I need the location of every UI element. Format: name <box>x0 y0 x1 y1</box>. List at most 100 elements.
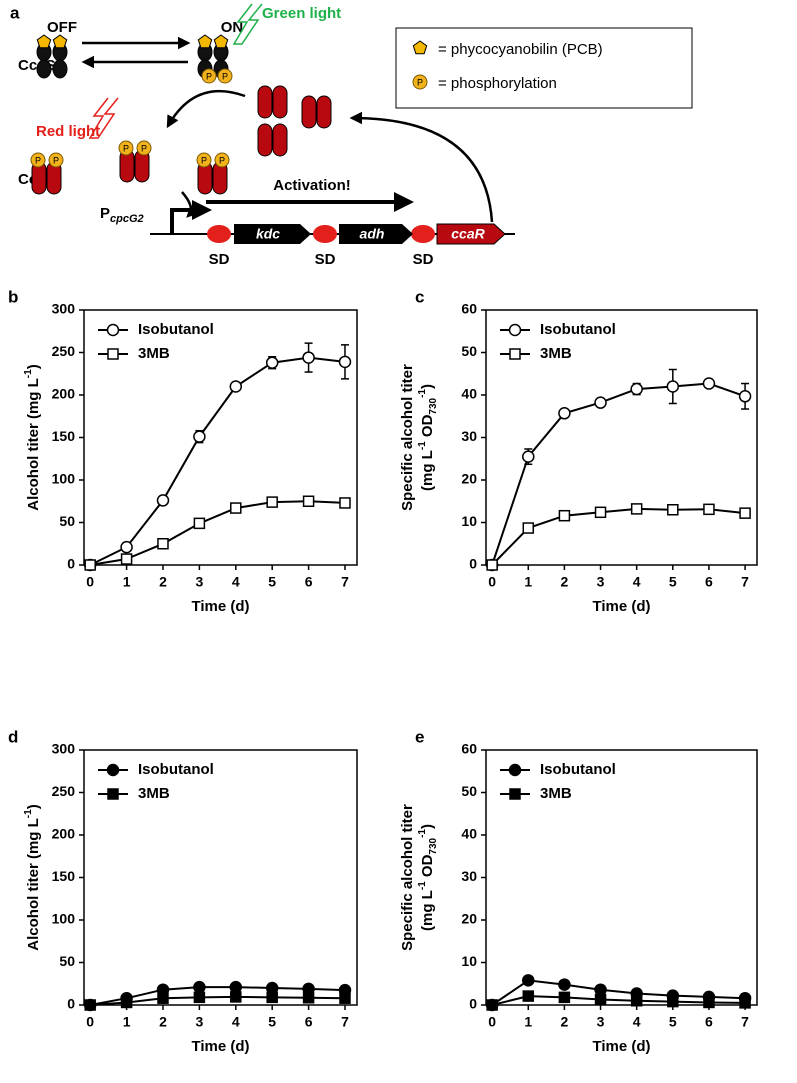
x-tick-label: 3 <box>597 574 605 590</box>
x-tick-label: 4 <box>232 1014 240 1030</box>
y-tick-label: 50 <box>59 953 75 969</box>
x-tick-label: 7 <box>741 574 749 590</box>
data-point <box>120 996 133 1009</box>
x-tick-label: 2 <box>561 1014 569 1030</box>
y-axis-label-part: ) <box>419 384 436 389</box>
y-tick-label: 60 <box>461 741 477 757</box>
y-axis-label-part: ) <box>25 364 42 369</box>
y-axis-label-part: ) <box>419 824 436 829</box>
legend-label: 3MB <box>138 345 170 362</box>
green-light-label: Green light <box>262 5 341 22</box>
x-tick-label: 3 <box>597 1014 605 1030</box>
ccar-monomer <box>257 123 273 157</box>
y-tick-label: 40 <box>461 386 477 402</box>
phospho-letter: P <box>123 143 129 153</box>
phospho-symbol <box>214 152 230 168</box>
x-tick-label: 5 <box>268 1014 276 1030</box>
data-point <box>120 553 133 565</box>
y-axis-label-part: ) <box>25 804 42 809</box>
y-axis-label: Alcohol titer (mg L-1) <box>23 364 42 510</box>
data-point <box>338 355 352 369</box>
x-tick-label: 1 <box>123 574 131 590</box>
x-tick-label: 6 <box>705 574 713 590</box>
phospho-letter: P <box>201 155 207 165</box>
gene-label: adh <box>360 226 385 242</box>
y-tick-label: 0 <box>67 556 75 572</box>
y-axis-label-part: -1 <box>23 809 34 818</box>
legend-label: Isobutanol <box>138 761 214 778</box>
data-point <box>230 991 242 1003</box>
series-line <box>90 500 346 566</box>
data-point <box>156 494 170 507</box>
data-point <box>703 503 715 516</box>
expression-arrow <box>349 111 494 223</box>
data-point <box>667 504 679 516</box>
phospho-symbol <box>30 152 46 168</box>
series-line <box>491 382 746 566</box>
plot-frame <box>83 309 358 566</box>
x-tick-label: 1 <box>123 1014 131 1030</box>
pcb-symbol <box>197 34 213 49</box>
plot-frame <box>485 749 758 1006</box>
ccar-monomer <box>316 95 332 129</box>
y-axis-label-part: Specific alcohol titer <box>399 804 416 951</box>
x-axis-label: Time (d) <box>191 598 249 615</box>
legend-marker <box>106 323 120 337</box>
data-point <box>157 992 169 1004</box>
sd-site <box>313 225 337 243</box>
y-axis-label: (mg L-1 OD730-1) <box>417 384 439 491</box>
y-tick-label: 40 <box>461 826 477 842</box>
promoter-subscript: cpcG2 <box>110 213 144 225</box>
y-axis-label-part: -1 <box>417 441 428 450</box>
y-axis-label-part: -1 <box>417 829 428 838</box>
phospho-letter: P <box>53 155 59 165</box>
y-axis-label-part: 730 <box>428 397 439 414</box>
ccar-monomer <box>257 85 273 119</box>
y-tick-label: 50 <box>461 343 477 359</box>
legend-marker <box>106 763 120 777</box>
y-tick-label: 200 <box>52 826 76 842</box>
x-tick-label: 1 <box>524 574 532 590</box>
y-tick-label: 300 <box>52 741 76 757</box>
data-point <box>739 997 751 1009</box>
y-axis-label-part: Specific alcohol titer <box>399 364 416 511</box>
y-tick-label: 20 <box>461 911 477 927</box>
diagram: a OFF ON CcaS Green light Red light CcaR… <box>10 3 693 268</box>
data-point <box>594 993 607 1006</box>
legend-marker <box>508 323 522 337</box>
gene-label: kdc <box>256 226 280 242</box>
promoter-label: PcpcG2 <box>100 205 144 225</box>
data-point <box>667 995 679 1008</box>
y-tick-label: 250 <box>52 343 76 359</box>
x-tick-label: 5 <box>669 574 677 590</box>
x-tick-label: 1 <box>524 1014 532 1030</box>
legend-marker <box>107 348 119 360</box>
ccar-monomer <box>272 123 288 157</box>
data-point <box>230 502 242 514</box>
phospho-symbol <box>201 68 217 84</box>
x-tick-label: 7 <box>741 1014 749 1030</box>
legend-label: Isobutanol <box>540 761 616 778</box>
phospho-letter: P <box>222 71 228 81</box>
panel-label: c <box>415 287 424 306</box>
y-tick-label: 0 <box>469 996 477 1012</box>
phospho-symbol <box>196 152 212 168</box>
legend-marker <box>508 763 522 777</box>
y-tick-label: 20 <box>461 471 477 487</box>
gene-label: ccaR <box>451 226 485 242</box>
series-line <box>491 507 746 566</box>
x-tick-label: 2 <box>159 574 167 590</box>
phospho-transfer-arrow <box>166 89 246 129</box>
phospho-letter: P <box>35 155 41 165</box>
y-tick-label: 30 <box>461 428 477 444</box>
data-point <box>486 999 498 1011</box>
y-axis-label-part: -1 <box>417 389 428 398</box>
panel-label: b <box>8 287 18 306</box>
y-tick-label: 0 <box>469 556 477 572</box>
y-axis-label-part: Alcohol titer (mg L <box>25 378 42 511</box>
legend-label: Isobutanol <box>138 321 214 338</box>
data-point <box>738 390 752 403</box>
data-point <box>522 990 535 1002</box>
x-tick-label: 4 <box>633 1014 641 1030</box>
